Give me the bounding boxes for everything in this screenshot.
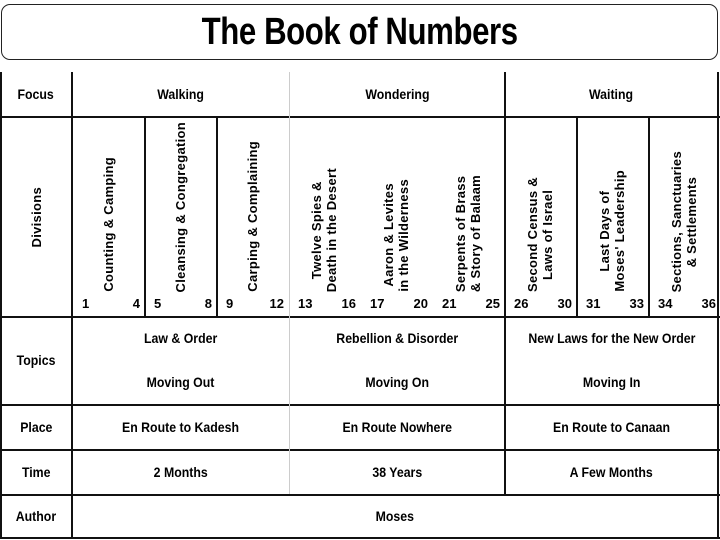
- chapter-end: 8: [204, 296, 212, 311]
- divider: [0, 316, 720, 318]
- division-title: Sections, Sanctuaries & Settlements: [648, 118, 720, 292]
- topic-walking: Law & Order: [143, 330, 218, 346]
- division-title-line: & Story of Balaam: [468, 174, 483, 292]
- chapter-end: 36: [701, 296, 716, 311]
- division-title: Carping & Complaining: [216, 118, 288, 292]
- time-waiting: A Few Months: [569, 463, 654, 480]
- division-title: Second Census & Laws of Israel: [504, 118, 576, 292]
- division-title-line: Sections, Sanctuaries: [669, 150, 684, 292]
- author-value: Moses: [375, 507, 415, 524]
- page-title: The Book of Numbers: [201, 10, 518, 53]
- chapter-end: 12: [269, 296, 284, 311]
- division-title-line: Death in the Desert: [324, 167, 339, 292]
- divider: [648, 116, 650, 316]
- divider: [216, 116, 218, 316]
- chapter-start: 26: [514, 296, 529, 311]
- time-wondering: 38 Years: [372, 463, 422, 480]
- chapter-end: 20: [413, 296, 428, 311]
- topic-walking-movement: Moving Out: [146, 374, 215, 390]
- chapter-end: 33: [629, 296, 644, 311]
- division-title: Counting & Camping: [72, 118, 144, 292]
- division-title-line: Moses' Leadership: [612, 170, 627, 292]
- division-title-line: Twelve Spies &: [309, 180, 324, 279]
- division-title: Serpents of Brass & Story of Balaam: [432, 118, 504, 292]
- place-wondering: En Route Nowhere: [342, 418, 452, 435]
- divider: [717, 72, 719, 538]
- place-waiting: En Route to Canaan: [552, 418, 671, 435]
- division-title-line: in the Wilderness: [396, 179, 411, 292]
- row-label-time: Time: [21, 463, 51, 480]
- chapter-start: 1: [82, 296, 90, 311]
- row-label-place: Place: [19, 418, 53, 435]
- divider: [0, 116, 720, 118]
- chapter-end: 25: [485, 296, 500, 311]
- chapter-start: 21: [442, 296, 457, 311]
- title-banner: The Book of Numbers: [1, 4, 718, 60]
- chapter-start: 34: [658, 296, 673, 311]
- divider: [144, 116, 146, 316]
- division-title-line: Second Census &: [525, 176, 540, 292]
- chapter-start: 31: [586, 296, 601, 311]
- chapter-end: 4: [132, 296, 140, 311]
- topic-wondering-movement: Moving On: [365, 374, 429, 390]
- chapter-end: 16: [341, 296, 356, 311]
- divider: [504, 72, 506, 494]
- row-label-divisions: Divisions: [28, 186, 44, 248]
- division-title: Cleansing & Congregation: [144, 118, 216, 292]
- division-title: Twelve Spies & Death in the Desert: [288, 118, 360, 292]
- division-title: Last Days of Moses' Leadership: [576, 118, 648, 292]
- divider: [289, 72, 290, 494]
- division-title-line: Cleansing & Congregation: [172, 121, 188, 292]
- division-title-line: Aaron & Levites: [381, 183, 396, 288]
- division-title-line: Laws of Israel: [540, 189, 555, 280]
- row-label-topics: Topics: [16, 352, 56, 368]
- divider: [0, 72, 2, 538]
- chapter-start: 13: [298, 296, 313, 311]
- topic-wondering: Rebellion & Disorder: [336, 330, 458, 346]
- divider: [0, 537, 720, 539]
- time-walking: 2 Months: [153, 463, 208, 480]
- division-title-line: Carping & Complaining: [244, 141, 260, 292]
- divider: [0, 449, 720, 451]
- divider: [0, 404, 720, 406]
- division-title-line: Serpents of Brass: [453, 175, 468, 292]
- divider: [0, 494, 720, 496]
- focus-waiting: Waiting: [589, 86, 634, 102]
- focus-walking: Walking: [157, 86, 204, 102]
- chapter-start: 17: [370, 296, 385, 311]
- division-title-line: Last Days of: [597, 190, 612, 272]
- divider: [576, 116, 578, 316]
- division-title-line: Counting & Camping: [100, 157, 116, 292]
- division-title: Aaron & Levites in the Wilderness: [360, 118, 432, 292]
- chapter-start: 9: [226, 296, 234, 311]
- topic-waiting: New Laws for the New Order: [527, 330, 696, 346]
- row-label-focus: Focus: [17, 86, 55, 102]
- topic-waiting-movement: Moving In: [582, 374, 641, 390]
- place-walking: En Route to Kadesh: [121, 418, 240, 435]
- chapter-end: 30: [557, 296, 572, 311]
- chapter-start: 5: [154, 296, 162, 311]
- focus-wondering: Wondering: [364, 86, 430, 102]
- divider: [71, 72, 73, 538]
- row-label-author: Author: [15, 507, 57, 524]
- division-title-line: & Settlements: [684, 176, 699, 267]
